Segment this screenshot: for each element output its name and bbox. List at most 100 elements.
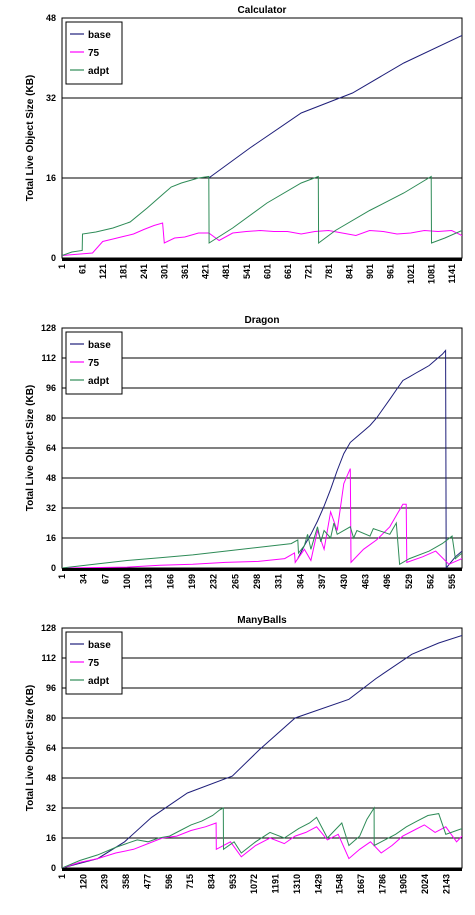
legend-label-adpt: adpt (88, 676, 110, 687)
x-tick-label: 364 (295, 574, 305, 589)
y-tick-label: 64 (46, 743, 56, 753)
y-tick-label: 80 (46, 713, 56, 723)
y-tick-label: 16 (46, 833, 56, 843)
x-tick-label: 34 (79, 574, 89, 584)
x-tick-label: 2024 (420, 874, 430, 894)
x-tick-label: 133 (144, 574, 154, 589)
x-tick-label: 1 (57, 574, 67, 579)
x-tick-label: 181 (119, 264, 129, 279)
y-tick-label: 96 (46, 683, 56, 693)
x-tick-label: 67 (100, 574, 110, 584)
series-line-base (297, 349, 462, 568)
x-tick-label: 481 (221, 264, 231, 279)
x-tick-label: 961 (385, 264, 395, 279)
x-tick-label: 595 (447, 574, 457, 589)
legend-label-75: 75 (88, 658, 100, 669)
y-tick-label: 32 (46, 803, 56, 813)
x-tick-label: 601 (262, 264, 272, 279)
legend-label-base: base (88, 640, 111, 651)
y-tick-label: 128 (41, 323, 56, 333)
legend-label-adpt: adpt (88, 376, 110, 387)
chart-1: Dragon Total Live Object Size (KB) 0 16 32 48… (25, 315, 463, 589)
y-tick-label: 80 (46, 413, 56, 423)
x-tick-label: 120 (78, 874, 88, 889)
x-tick-label: 265 (230, 574, 240, 589)
legend-box (65, 331, 123, 395)
legend: base 75 adpt (65, 21, 123, 85)
x-tick-label: 298 (252, 574, 262, 589)
x-tick-label: 841 (344, 264, 354, 279)
y-tick-label: 112 (41, 353, 56, 363)
x-axis-ticks (62, 568, 462, 571)
x-tick-label: 496 (382, 574, 392, 589)
x-tick-label: 397 (317, 574, 327, 589)
x-tick-label: 301 (160, 264, 170, 279)
x-tick-label: 199 (187, 574, 197, 589)
x-tick-label: 239 (100, 874, 110, 889)
x-tick-label: 1021 (406, 264, 416, 284)
legend-label-base: base (88, 340, 111, 351)
x-tick-label: 232 (209, 574, 219, 589)
y-tick-label: 96 (46, 383, 56, 393)
x-tick-label: 1310 (292, 874, 302, 894)
x-tick-label: 834 (206, 874, 216, 889)
series-line-base (208, 35, 462, 179)
y-tick-label: 64 (46, 443, 56, 453)
x-tick-label: 1905 (399, 874, 409, 894)
x-tick-label: 1667 (356, 874, 366, 894)
y-axis-label: Total Live Object Size (KB) (25, 385, 36, 512)
x-tick-label: 541 (242, 264, 252, 279)
x-tick-label: 1 (57, 264, 67, 269)
x-tick-label: 463 (360, 574, 370, 589)
x-tick-label: 121 (98, 264, 108, 279)
legend-box (65, 21, 123, 85)
x-tick-label: 421 (201, 264, 211, 279)
legend-box (65, 631, 123, 695)
y-tick-label: 48 (46, 13, 56, 23)
x-tick-label: 1548 (335, 874, 345, 894)
series-line-75 (62, 222, 462, 256)
x-tick-label: 1191 (271, 874, 281, 894)
legend-label-adpt: adpt (88, 66, 110, 77)
x-tick-label: 953 (228, 874, 238, 889)
y-tick-label: 32 (46, 93, 56, 103)
x-tick-label: 1072 (249, 874, 259, 894)
y-tick-label: 32 (46, 503, 56, 513)
legend: base 75 adpt (65, 331, 123, 395)
x-tick-label: 1786 (377, 874, 387, 894)
x-tick-label: 1429 (313, 874, 323, 894)
x-tick-label: 721 (303, 264, 313, 279)
x-tick-label: 361 (180, 264, 190, 279)
series-line-adpt (62, 175, 462, 256)
x-tick-label: 1141 (447, 264, 457, 284)
x-tick-label: 358 (121, 874, 131, 889)
legend-label-75: 75 (88, 48, 100, 59)
legend-label-75: 75 (88, 358, 100, 369)
series-line-adpt (62, 521, 462, 568)
x-tick-label: 1 (57, 874, 67, 879)
chart-2: ManyBalls Total Live Object Size (KB) 0 16 3… (25, 615, 463, 894)
x-tick-label: 477 (142, 874, 152, 889)
x-tick-label: 781 (324, 264, 334, 279)
series-line-base (62, 635, 462, 868)
x-tick-label: 241 (139, 264, 149, 279)
chart-title: Calculator (238, 5, 287, 16)
y-tick-label: 48 (46, 473, 56, 483)
series-line-adpt (62, 806, 462, 868)
x-tick-label: 1081 (427, 264, 437, 284)
x-tick-label: 2143 (441, 874, 451, 894)
y-tick-label: 16 (46, 533, 56, 543)
legend: base 75 adpt (65, 631, 123, 695)
y-tick-label: 48 (46, 773, 56, 783)
series-line-75 (62, 822, 462, 868)
series-line-75 (62, 468, 462, 568)
y-tick-label: 0 (51, 563, 56, 573)
y-tick-label: 0 (51, 863, 56, 873)
x-tick-label: 562 (425, 574, 435, 589)
legend-label-base: base (88, 30, 111, 41)
y-axis-label: Total Live Object Size (KB) (25, 685, 36, 812)
chart-title: Dragon (245, 315, 280, 326)
x-tick-label: 166 (165, 574, 175, 589)
x-tick-label: 715 (185, 874, 195, 889)
